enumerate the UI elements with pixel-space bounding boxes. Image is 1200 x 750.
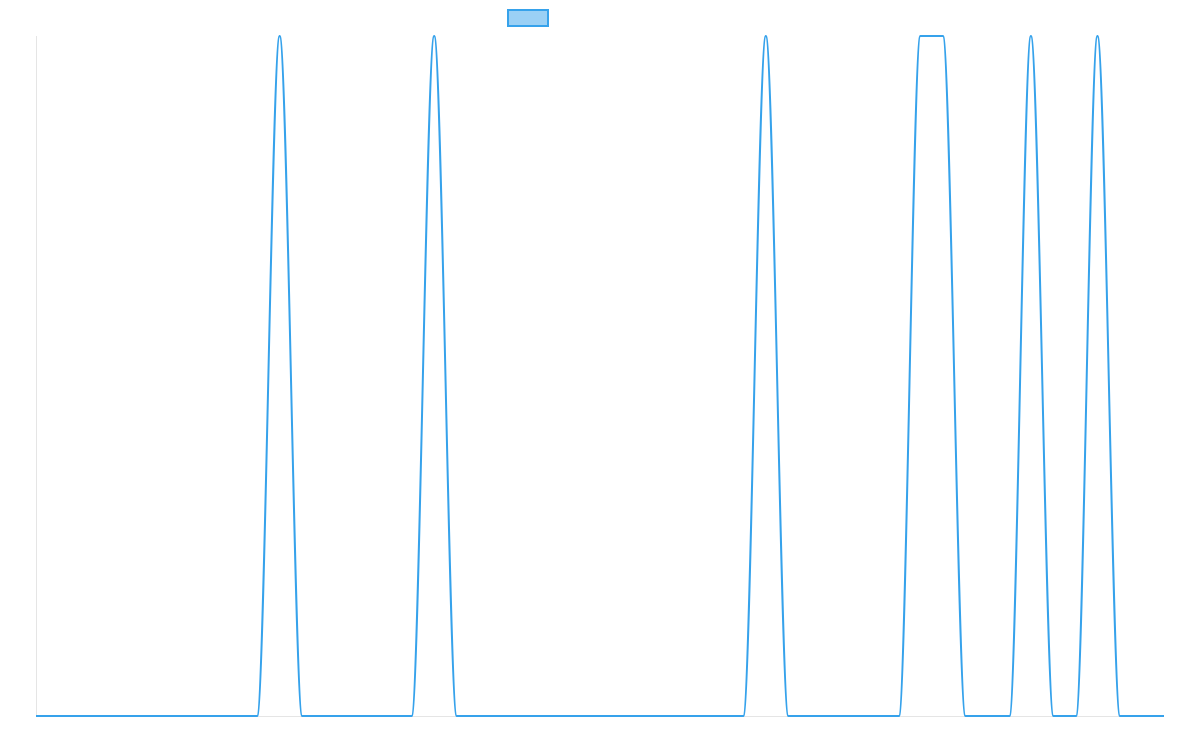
data-point[interactable]	[1028, 33, 1034, 39]
data-point[interactable]	[1006, 713, 1012, 719]
data-point[interactable]	[785, 713, 791, 719]
series-line-0	[36, 35, 1164, 718]
data-point[interactable]	[431, 33, 437, 39]
data-point[interactable]	[299, 713, 305, 719]
legend	[507, 9, 549, 27]
data-point[interactable]	[33, 713, 39, 719]
data-point[interactable]	[917, 33, 923, 39]
data-point[interactable]	[896, 713, 902, 719]
data-point[interactable]	[962, 713, 968, 719]
series-layer	[33, 33, 1167, 719]
data-point[interactable]	[409, 713, 415, 719]
data-point[interactable]	[940, 33, 946, 39]
data-point[interactable]	[1117, 713, 1123, 719]
data-point[interactable]	[1161, 713, 1167, 719]
legend-swatch[interactable]	[507, 9, 549, 27]
data-point[interactable]	[763, 33, 769, 39]
data-point[interactable]	[1094, 33, 1100, 39]
data-point[interactable]	[740, 713, 746, 719]
data-point[interactable]	[1050, 713, 1056, 719]
data-point[interactable]	[254, 713, 260, 719]
data-point[interactable]	[454, 713, 460, 719]
data-point[interactable]	[1073, 713, 1079, 719]
data-point[interactable]	[277, 33, 283, 39]
